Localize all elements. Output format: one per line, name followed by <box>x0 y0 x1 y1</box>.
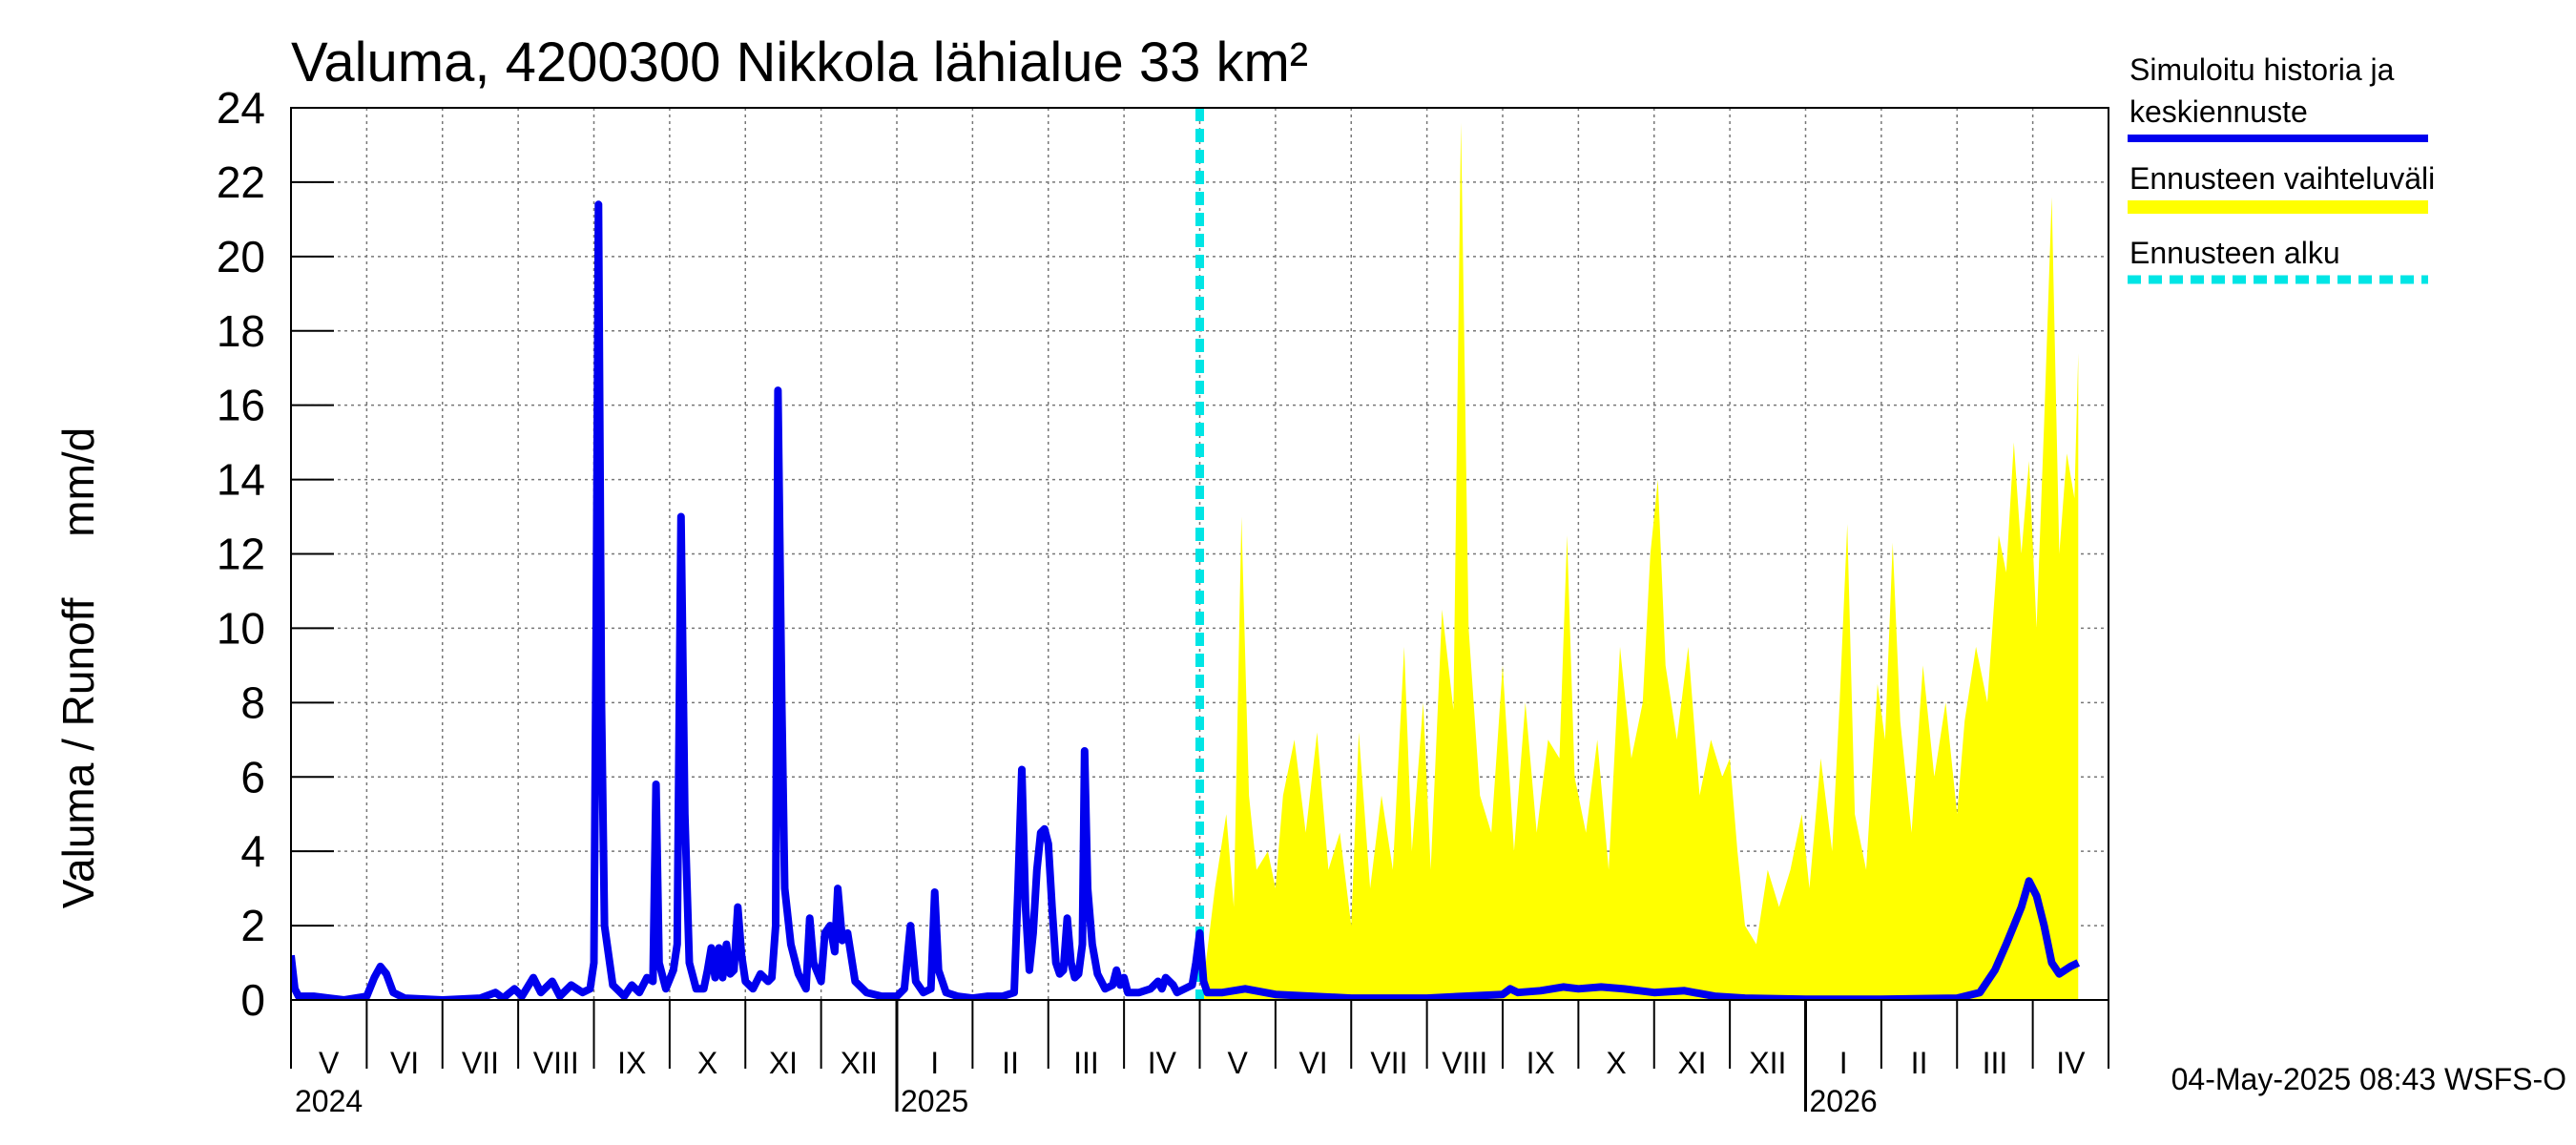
month-label: IX <box>1527 1046 1555 1080</box>
y-tick-label: 14 <box>217 455 265 505</box>
month-label: VIII <box>533 1046 579 1080</box>
chart-title: Valuma, 4200300 Nikkola lähialue 33 km² <box>291 31 1308 94</box>
y-tick-label: 16 <box>217 381 265 430</box>
month-label: V <box>1228 1046 1249 1080</box>
month-label: XII <box>841 1046 878 1080</box>
y-axis-label: Valuma / Runoff mm/d <box>53 427 103 909</box>
month-label: IV <box>2056 1046 2086 1080</box>
history-mean-line <box>291 200 2081 1000</box>
year-label: 2026 <box>1810 1084 1878 1118</box>
month-label: VII <box>1370 1046 1407 1080</box>
month-label: VI <box>390 1046 419 1080</box>
month-label: III <box>1983 1046 2008 1080</box>
month-label: III <box>1073 1046 1099 1080</box>
legend: Simuloitu historia ja keskiennuste Ennus… <box>2128 52 2435 284</box>
forecast-range-area <box>1203 122 2079 1000</box>
y-tick-label: 24 <box>217 83 265 133</box>
month-label: I <box>1839 1046 1848 1080</box>
legend-history-label-2: keskiennuste <box>2129 94 2308 129</box>
month-label: X <box>1606 1046 1626 1080</box>
y-tick-label: 12 <box>217 530 265 579</box>
legend-start-label: Ennusteen alku <box>2129 236 2340 270</box>
month-label: VIII <box>1442 1046 1487 1080</box>
month-label: XII <box>1749 1046 1786 1080</box>
month-label: II <box>1002 1046 1019 1080</box>
y-tick-label: 0 <box>240 975 265 1025</box>
month-label: IX <box>617 1046 646 1080</box>
y-tick-label: 8 <box>240 677 265 727</box>
month-label: II <box>1911 1046 1928 1080</box>
month-label: VI <box>1298 1046 1327 1080</box>
y-tick-label: 18 <box>217 306 265 356</box>
legend-history-label-1: Simuloitu historia ja <box>2129 52 2395 87</box>
x-axis: V VI VII VIII IX X XI XII I II III IV V VI VII VIII IX X X… <box>290 1000 2109 1118</box>
month-label: XI <box>769 1046 798 1080</box>
y-tick-label: 4 <box>240 826 265 876</box>
month-label: IV <box>1148 1046 1177 1080</box>
plot-frame <box>290 107 2109 1001</box>
month-label: I <box>930 1046 939 1080</box>
y-tick-label: 22 <box>217 157 265 207</box>
year-label: 2025 <box>901 1084 968 1118</box>
month-label: V <box>319 1046 340 1080</box>
timestamp: 04-May-2025 08:43 WSFS-O <box>2171 1062 2566 1096</box>
y-tick-label: 2 <box>240 901 265 950</box>
legend-range-label: Ennusteen vaihteluväli <box>2129 161 2435 196</box>
month-label: X <box>697 1046 717 1080</box>
month-label: XI <box>1677 1046 1706 1080</box>
y-tick-label: 6 <box>240 752 265 802</box>
y-tick-label: 20 <box>217 232 265 281</box>
year-label: 2024 <box>295 1084 363 1118</box>
y-tick-label: 10 <box>217 603 265 653</box>
month-label: VII <box>462 1046 499 1080</box>
